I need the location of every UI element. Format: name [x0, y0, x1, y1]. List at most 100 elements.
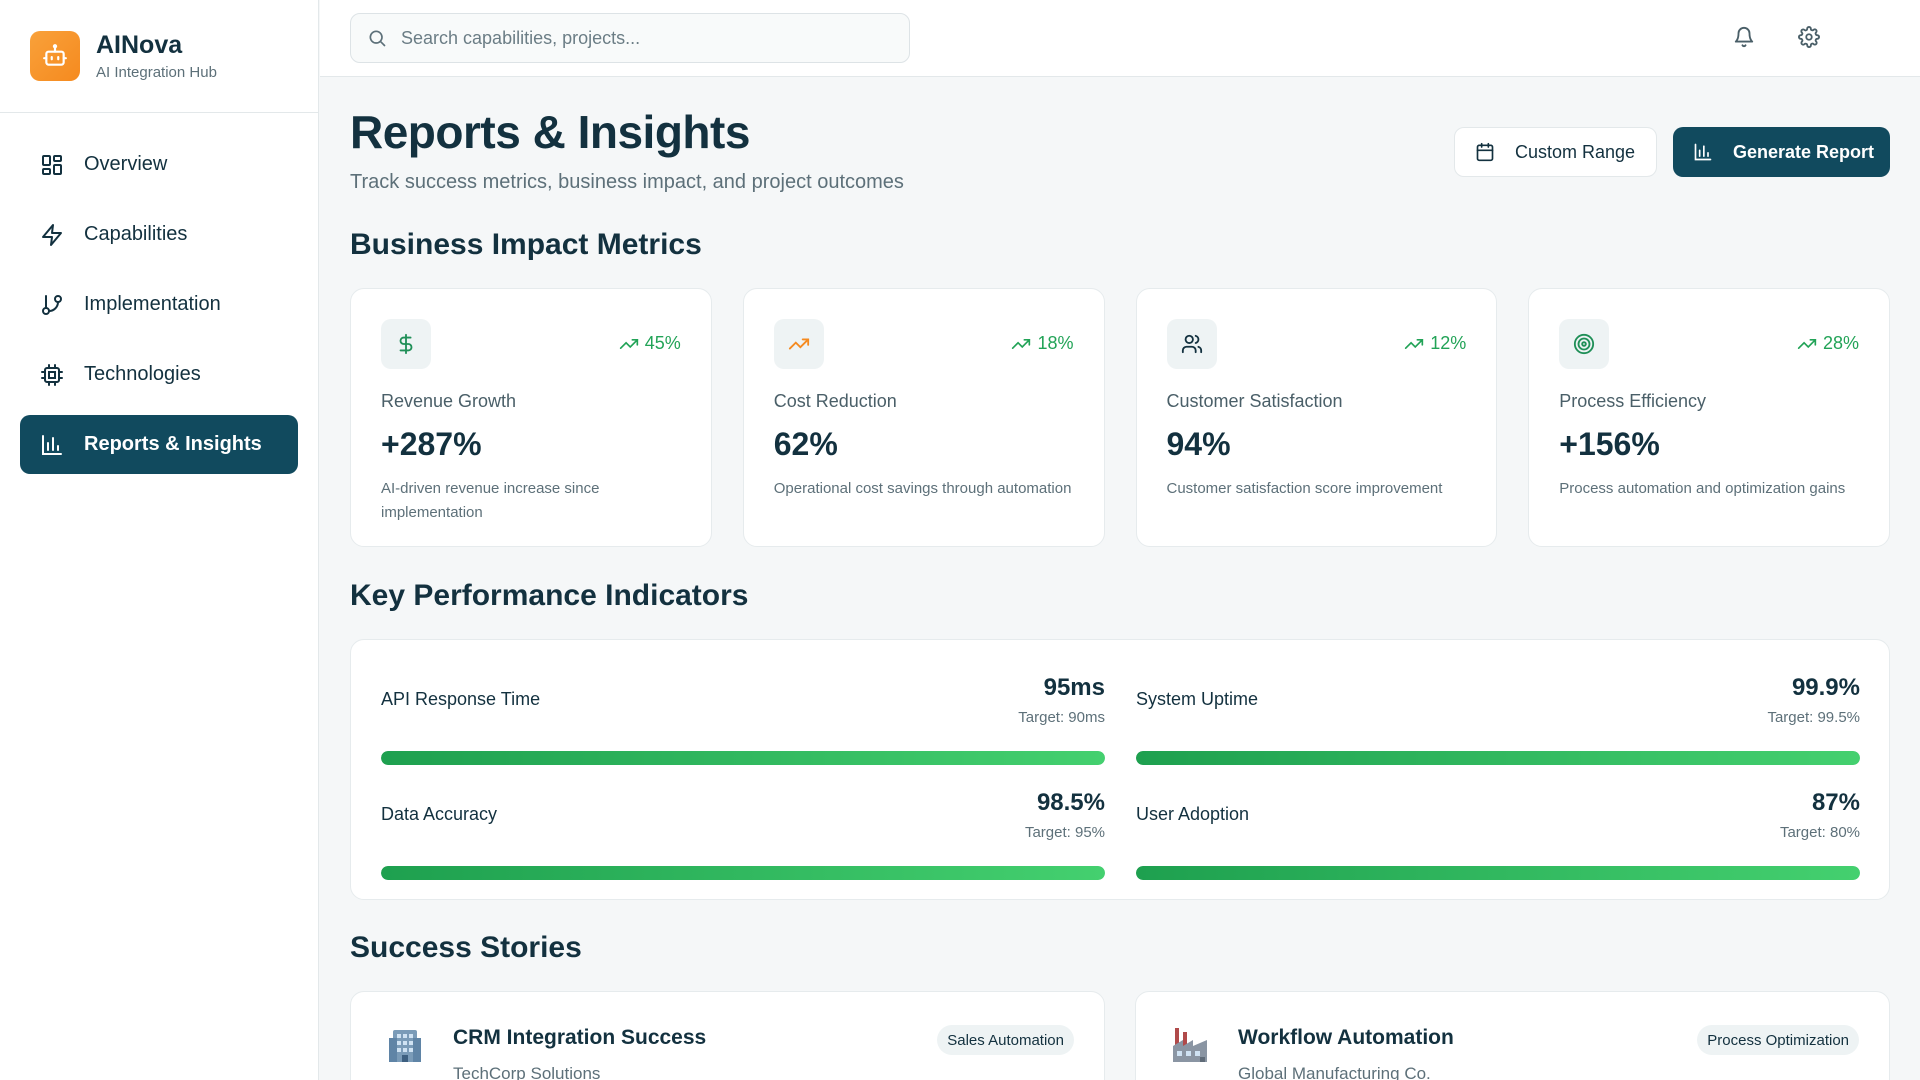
- sidebar-item-capabilities[interactable]: Capabilities: [20, 205, 298, 264]
- metric-trend-value: 12%: [1430, 333, 1467, 353]
- trending-up-icon: [1404, 334, 1424, 354]
- metric-trend: 18%: [1011, 333, 1074, 354]
- metric-value: 62%: [773, 426, 838, 462]
- sidebar-item-label: Technologies: [84, 363, 201, 385]
- metrics-section-title: Business Impact Metrics: [350, 228, 702, 261]
- sidebar: AINova AI Integration Hub Overview Capab…: [0, 0, 319, 1080]
- metric-card-revenue[interactable]: 45% Revenue Growth +287% AI-driven reven…: [350, 288, 712, 547]
- stories-grid: CRM Integration Success TechCorp Solutio…: [350, 991, 1890, 1080]
- story-tag: Sales Automation: [937, 1025, 1074, 1055]
- sidebar-item-label: Overview: [84, 153, 168, 175]
- metric-label: Revenue Growth: [381, 391, 517, 411]
- trending-up-icon: [773, 319, 824, 369]
- search-input[interactable]: [401, 27, 881, 49]
- kpi-system-uptime: System Uptime 99.9% Target: 99.5%: [1136, 664, 1860, 765]
- sidebar-item-technologies[interactable]: Technologies: [20, 345, 298, 404]
- generate-report-button[interactable]: Generate Report: [1673, 127, 1890, 177]
- robot-icon: [30, 31, 80, 81]
- kpi-value: 99.9%: [1791, 674, 1860, 701]
- custom-range-label: Custom Range: [1515, 141, 1636, 162]
- dollar-icon: [381, 319, 431, 369]
- calendar-icon: [1475, 142, 1495, 162]
- metric-trend: 12%: [1404, 333, 1466, 354]
- kpi-target: Target: 90ms: [1018, 709, 1105, 726]
- metric-value: +287%: [381, 426, 482, 462]
- metric-description: Operational cost savings through automat…: [773, 480, 1072, 497]
- git-branch-icon: [40, 293, 64, 317]
- brand[interactable]: AINova AI Integration Hub: [0, 0, 318, 113]
- grid-icon: [40, 153, 64, 177]
- story-title: Workflow Automation: [1238, 1026, 1454, 1049]
- stories-section-title: Success Stories: [350, 931, 582, 964]
- sidebar-item-label: Reports & Insights: [84, 433, 262, 455]
- metric-value: +156%: [1559, 426, 1660, 462]
- cpu-icon: [40, 363, 64, 387]
- kpi-progress-track: [381, 751, 1105, 765]
- trending-up-icon: [1011, 334, 1031, 354]
- sidebar-item-reports[interactable]: Reports & Insights: [20, 415, 298, 474]
- kpi-label: System Uptime: [1136, 689, 1259, 709]
- trending-up-icon: [619, 334, 639, 354]
- metric-description: AI-driven revenue increase since impleme…: [381, 480, 600, 521]
- sidebar-item-overview[interactable]: Overview: [20, 135, 298, 194]
- metric-trend: 45%: [619, 333, 681, 354]
- users-icon: [1166, 319, 1217, 369]
- kpi-progress-fill: [1136, 751, 1860, 765]
- metric-card-satisfaction[interactable]: 12% Customer Satisfaction 94% Customer s…: [1135, 288, 1498, 547]
- topbar: [320, 0, 1920, 77]
- bar-chart-icon: [40, 433, 64, 457]
- gear-icon[interactable]: [1798, 26, 1822, 50]
- metric-trend-value: 28%: [1822, 333, 1859, 353]
- kpi-user-adoption: User Adoption 87% Target: 80%: [1136, 779, 1860, 880]
- story-card-workflow[interactable]: Workflow Automation Global Manufacturing…: [1135, 991, 1890, 1080]
- bar-chart-icon: [1693, 142, 1713, 162]
- story-title: CRM Integration Success: [453, 1026, 707, 1049]
- brand-name: AINova: [96, 31, 183, 59]
- story-card-crm[interactable]: CRM Integration Success TechCorp Solutio…: [350, 991, 1105, 1080]
- kpi-label: API Response Time: [381, 689, 541, 709]
- metric-card-efficiency[interactable]: 28% Process Efficiency +156% Process aut…: [1528, 288, 1890, 547]
- story-company: Global Manufacturing Co.: [1238, 1064, 1431, 1080]
- bell-icon[interactable]: [1733, 26, 1757, 50]
- sidebar-nav: Overview Capabilities Implementation Tec…: [0, 113, 318, 507]
- metric-label: Process Efficiency: [1559, 391, 1706, 411]
- kpi-progress-track: [381, 866, 1105, 880]
- kpi-target: Target: 99.5%: [1767, 709, 1860, 726]
- kpi-panel: API Response Time 95ms Target: 90ms Syst…: [350, 639, 1890, 900]
- page-subtitle: Track success metrics, business impact, …: [350, 171, 904, 193]
- custom-range-button[interactable]: Custom Range: [1454, 127, 1657, 177]
- metric-trend: 28%: [1797, 333, 1859, 354]
- lightning-icon: [40, 223, 64, 247]
- sidebar-item-label: Implementation: [84, 293, 221, 315]
- metric-trend-value: 18%: [1037, 333, 1074, 353]
- kpi-target: Target: 80%: [1779, 824, 1860, 841]
- metric-card-cost[interactable]: 18% Cost Reduction 62% Operational cost …: [742, 288, 1105, 547]
- search-box[interactable]: [350, 13, 910, 63]
- story-company: TechCorp Solutions: [453, 1064, 601, 1080]
- metric-label: Cost Reduction: [773, 391, 897, 411]
- kpi-progress-track: [1136, 866, 1860, 880]
- factory-icon: [1170, 1024, 1210, 1064]
- generate-report-label: Generate Report: [1733, 141, 1875, 162]
- brand-subtitle: AI Integration Hub: [96, 64, 217, 81]
- office-building-icon: [385, 1024, 425, 1064]
- search-icon: [367, 28, 387, 48]
- sidebar-item-implementation[interactable]: Implementation: [20, 275, 298, 334]
- kpi-api-response: API Response Time 95ms Target: 90ms: [381, 664, 1105, 765]
- metric-trend-value: 45%: [644, 333, 681, 353]
- kpi-progress-track: [1136, 751, 1860, 765]
- metric-label: Customer Satisfaction: [1166, 391, 1343, 411]
- kpi-section-title: Key Performance Indicators: [350, 579, 749, 612]
- kpi-data-accuracy: Data Accuracy 98.5% Target: 95%: [381, 779, 1105, 880]
- metric-value: 94%: [1166, 426, 1231, 462]
- kpi-progress-fill: [1136, 866, 1860, 880]
- trending-up-icon: [1797, 334, 1817, 354]
- kpi-value: 87%: [1811, 789, 1860, 816]
- metric-description: Process automation and optimization gain…: [1559, 480, 1846, 497]
- metric-description: Customer satisfaction score improvement: [1166, 480, 1443, 497]
- kpi-value: 95ms: [1043, 674, 1105, 701]
- kpi-target: Target: 95%: [1024, 824, 1105, 841]
- kpi-label: Data Accuracy: [381, 804, 498, 824]
- kpi-progress-fill: [381, 866, 1105, 880]
- story-tag: Process Optimization: [1697, 1025, 1859, 1055]
